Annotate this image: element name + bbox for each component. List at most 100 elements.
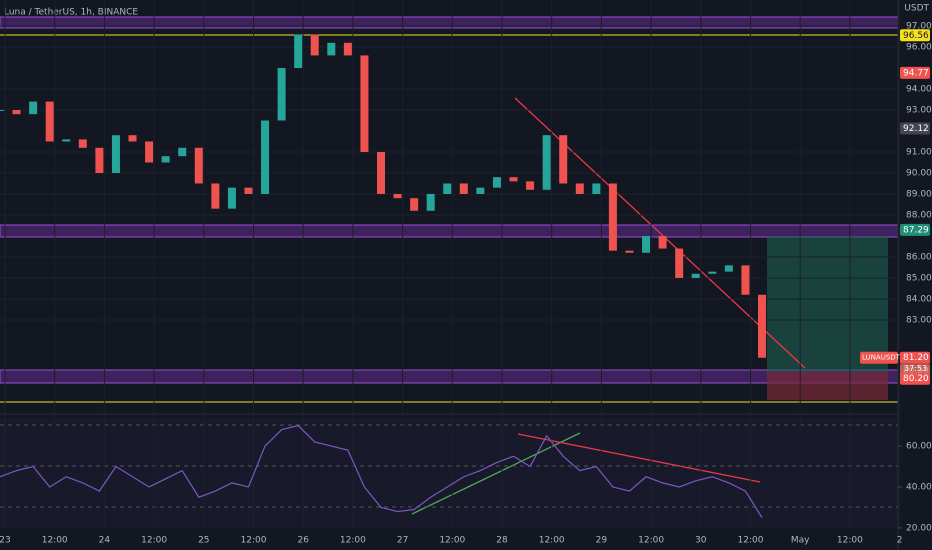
candle [509, 177, 518, 182]
candle [691, 273, 700, 278]
price-badge-label: 87.29 [903, 225, 929, 235]
candle [45, 101, 54, 142]
x-tick-label: 27 [397, 536, 408, 546]
x-tick-label: 29 [596, 536, 608, 546]
candle [559, 135, 568, 184]
symbol-badge [860, 351, 898, 364]
y-tick-label: 88.00 [906, 210, 932, 220]
price-badge [900, 372, 930, 385]
x-tick-label: 12:00 [340, 536, 366, 546]
x-tick-label: 24 [99, 536, 111, 546]
x-tick-label: May [791, 536, 810, 546]
y-tick-label: 86.00 [906, 252, 932, 262]
zone [0, 369, 899, 384]
y-tick-label: 40.00 [906, 482, 932, 492]
candle [111, 135, 120, 173]
candle [443, 183, 452, 194]
candle [194, 147, 203, 184]
stop-box [767, 372, 888, 400]
candle [642, 235, 651, 253]
rsi-line [0, 424, 763, 518]
candle [343, 42, 352, 56]
candle [758, 294, 766, 358]
x-tick-label: 12:00 [738, 536, 764, 546]
candle [327, 42, 336, 56]
candle [675, 248, 684, 278]
price-badge-label: 96.56 [903, 31, 929, 41]
candle [161, 156, 170, 163]
candle [145, 141, 154, 163]
price-badge-label: 81.20 [903, 353, 929, 363]
candle [459, 183, 468, 194]
x-tick-label: 12:00 [141, 536, 167, 546]
candle [658, 235, 667, 249]
y-tick-label: 20.00 [906, 523, 932, 533]
x-tick-label: 26 [297, 536, 309, 546]
candle [608, 183, 617, 251]
candle [724, 265, 733, 272]
price-badge-label: 80.20 [903, 374, 929, 384]
trend-line [517, 433, 761, 483]
candle [377, 151, 385, 194]
candle [625, 250, 634, 253]
candle [0, 110, 4, 112]
candle [360, 55, 369, 152]
x-tick-label: 12:00 [42, 536, 68, 546]
countdown: 37:53 [904, 364, 927, 373]
x-tick-label: 12:00 [241, 536, 267, 546]
symbol-label: LUNAUSDT [862, 354, 901, 362]
x-tick-label: 12:00 [439, 536, 465, 546]
candle [294, 34, 303, 69]
currency: USDT [904, 4, 929, 14]
candle [277, 68, 286, 121]
rsi-band [0, 418, 898, 528]
price-badge [900, 122, 930, 135]
price-badge-label: 92.12 [903, 124, 929, 134]
candle [575, 183, 584, 194]
zones [0, 0, 899, 550]
candle [29, 101, 38, 115]
y-tick-label: 84.00 [906, 294, 932, 304]
y-tick-label: 90.00 [906, 168, 932, 178]
candle [310, 34, 319, 56]
x-tick-label: 12:00 [638, 536, 664, 546]
candle [542, 135, 551, 190]
candle [227, 187, 236, 209]
candle [410, 198, 419, 211]
candle [178, 147, 187, 157]
price-badge-label: 94.77 [903, 68, 929, 78]
candle [128, 135, 137, 142]
x-tick-label: 25 [198, 536, 209, 546]
y-tick-label: 96.00 [906, 43, 932, 53]
x-tick-label: 30 [695, 536, 707, 546]
candle [393, 193, 402, 199]
candle [12, 110, 21, 115]
x-tick-label: 12:00 [837, 536, 863, 546]
price-badge [900, 29, 930, 42]
candle [261, 120, 270, 194]
candle [708, 271, 717, 274]
x-tick-label: 12:00 [539, 536, 565, 546]
x-tick-label: 2 [897, 536, 903, 546]
candle [426, 193, 435, 211]
x-tick-label: 28 [496, 536, 508, 546]
candle [95, 147, 104, 173]
y-tick-label: 85.00 [906, 273, 932, 283]
countdown-bg [900, 363, 930, 374]
y-tick-label: 93.00 [906, 106, 932, 116]
y-tick-label: 97.00 [906, 22, 932, 32]
price-badge [900, 223, 930, 236]
candle [476, 187, 485, 194]
chart-title: Luna / TetherUS, 1h, BINANCE [4, 8, 138, 18]
candle [244, 187, 253, 194]
y-tick-label: 60.00 [906, 442, 932, 452]
price-badge [900, 351, 930, 364]
candle [492, 177, 501, 188]
candle [211, 183, 220, 209]
candle [741, 265, 750, 295]
candle [78, 139, 87, 148]
target-box [767, 236, 888, 372]
candle [526, 181, 535, 190]
zone [0, 224, 899, 238]
